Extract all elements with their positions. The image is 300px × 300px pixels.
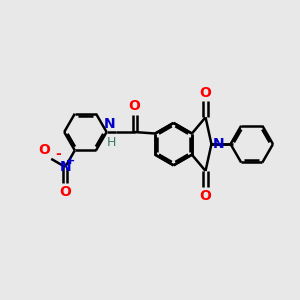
Text: O: O: [200, 85, 211, 100]
Text: O: O: [38, 143, 50, 158]
Text: O: O: [59, 184, 71, 199]
Text: -: -: [55, 148, 61, 161]
Text: N: N: [213, 137, 224, 151]
Text: N: N: [59, 160, 71, 174]
Text: O: O: [200, 189, 211, 202]
Text: N: N: [104, 117, 116, 130]
Text: H: H: [106, 136, 116, 149]
Text: +: +: [66, 156, 75, 166]
Text: O: O: [129, 100, 140, 113]
